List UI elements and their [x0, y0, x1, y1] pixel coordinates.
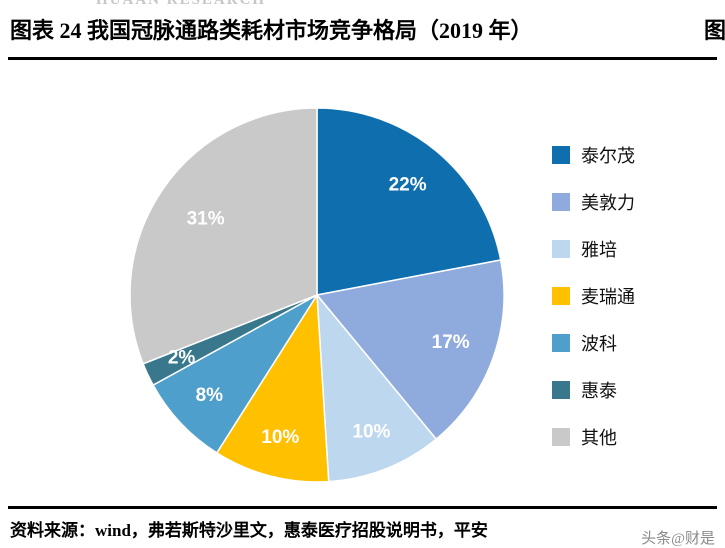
pie-slice-2 [316, 292, 438, 483]
legend-label-1: 美敦力 [581, 193, 635, 213]
pie-slice-label-5: 2% [168, 348, 196, 369]
source-note: 资料来源：wind，弗若斯特沙里文，惠泰医疗招股说明书，平安 [10, 521, 488, 540]
pie-slice-3 [215, 292, 330, 483]
pie-slice-label-2: 10% [352, 421, 390, 442]
pie-slice-label-6: 31% [187, 208, 225, 229]
pie-chart: 22% 17% 10% 10% 8%2% 31% [129, 107, 505, 483]
title-divider [8, 57, 717, 60]
legend-label-5: 惠泰 [581, 381, 617, 401]
legend-swatch-6 [552, 428, 570, 446]
pie-slice-0 [316, 107, 502, 296]
legend-item-3: 麦瑞通 [552, 287, 635, 307]
pie-slice-label-1: 17% [432, 332, 470, 353]
adjacent-figure-title-fragment: 图 [704, 18, 725, 43]
legend-item-4: 波科 [552, 334, 635, 354]
chart-legend: 泰尔茂美敦力雅培麦瑞通波科惠泰其他 [552, 146, 635, 475]
legend-swatch-0 [552, 146, 570, 164]
legend-swatch-5 [552, 381, 570, 399]
publisher-watermark: HUAAN RESEARCH [96, 0, 267, 8]
legend-label-2: 雅培 [581, 240, 617, 260]
site-watermark: 头条@财是 [641, 527, 715, 548]
legend-swatch-1 [552, 193, 570, 211]
legend-swatch-2 [552, 240, 570, 258]
legend-item-5: 惠泰 [552, 381, 635, 401]
legend-item-1: 美敦力 [552, 193, 635, 213]
pie-slice-4 [152, 294, 318, 454]
legend-label-0: 泰尔茂 [581, 146, 635, 166]
footer-divider [8, 506, 717, 509]
legend-swatch-4 [552, 334, 570, 352]
legend-item-6: 其他 [552, 428, 635, 448]
legend-item-0: 泰尔茂 [552, 146, 635, 166]
pie-slice-6 [129, 107, 318, 365]
legend-label-6: 其他 [581, 428, 617, 448]
legend-swatch-3 [552, 287, 570, 305]
legend-label-4: 波科 [581, 334, 617, 354]
legend-item-2: 雅培 [552, 240, 635, 260]
pie-slice-label-0: 22% [389, 175, 427, 196]
pie-slice-label-3: 10% [261, 427, 299, 448]
pie-slice-label-4: 8% [196, 385, 224, 406]
legend-label-3: 麦瑞通 [581, 287, 635, 307]
figure-title: 图表 24 我国冠脉通路类耗材市场竞争格局（2019 年） [10, 18, 533, 43]
pie-slice-1 [315, 259, 505, 441]
